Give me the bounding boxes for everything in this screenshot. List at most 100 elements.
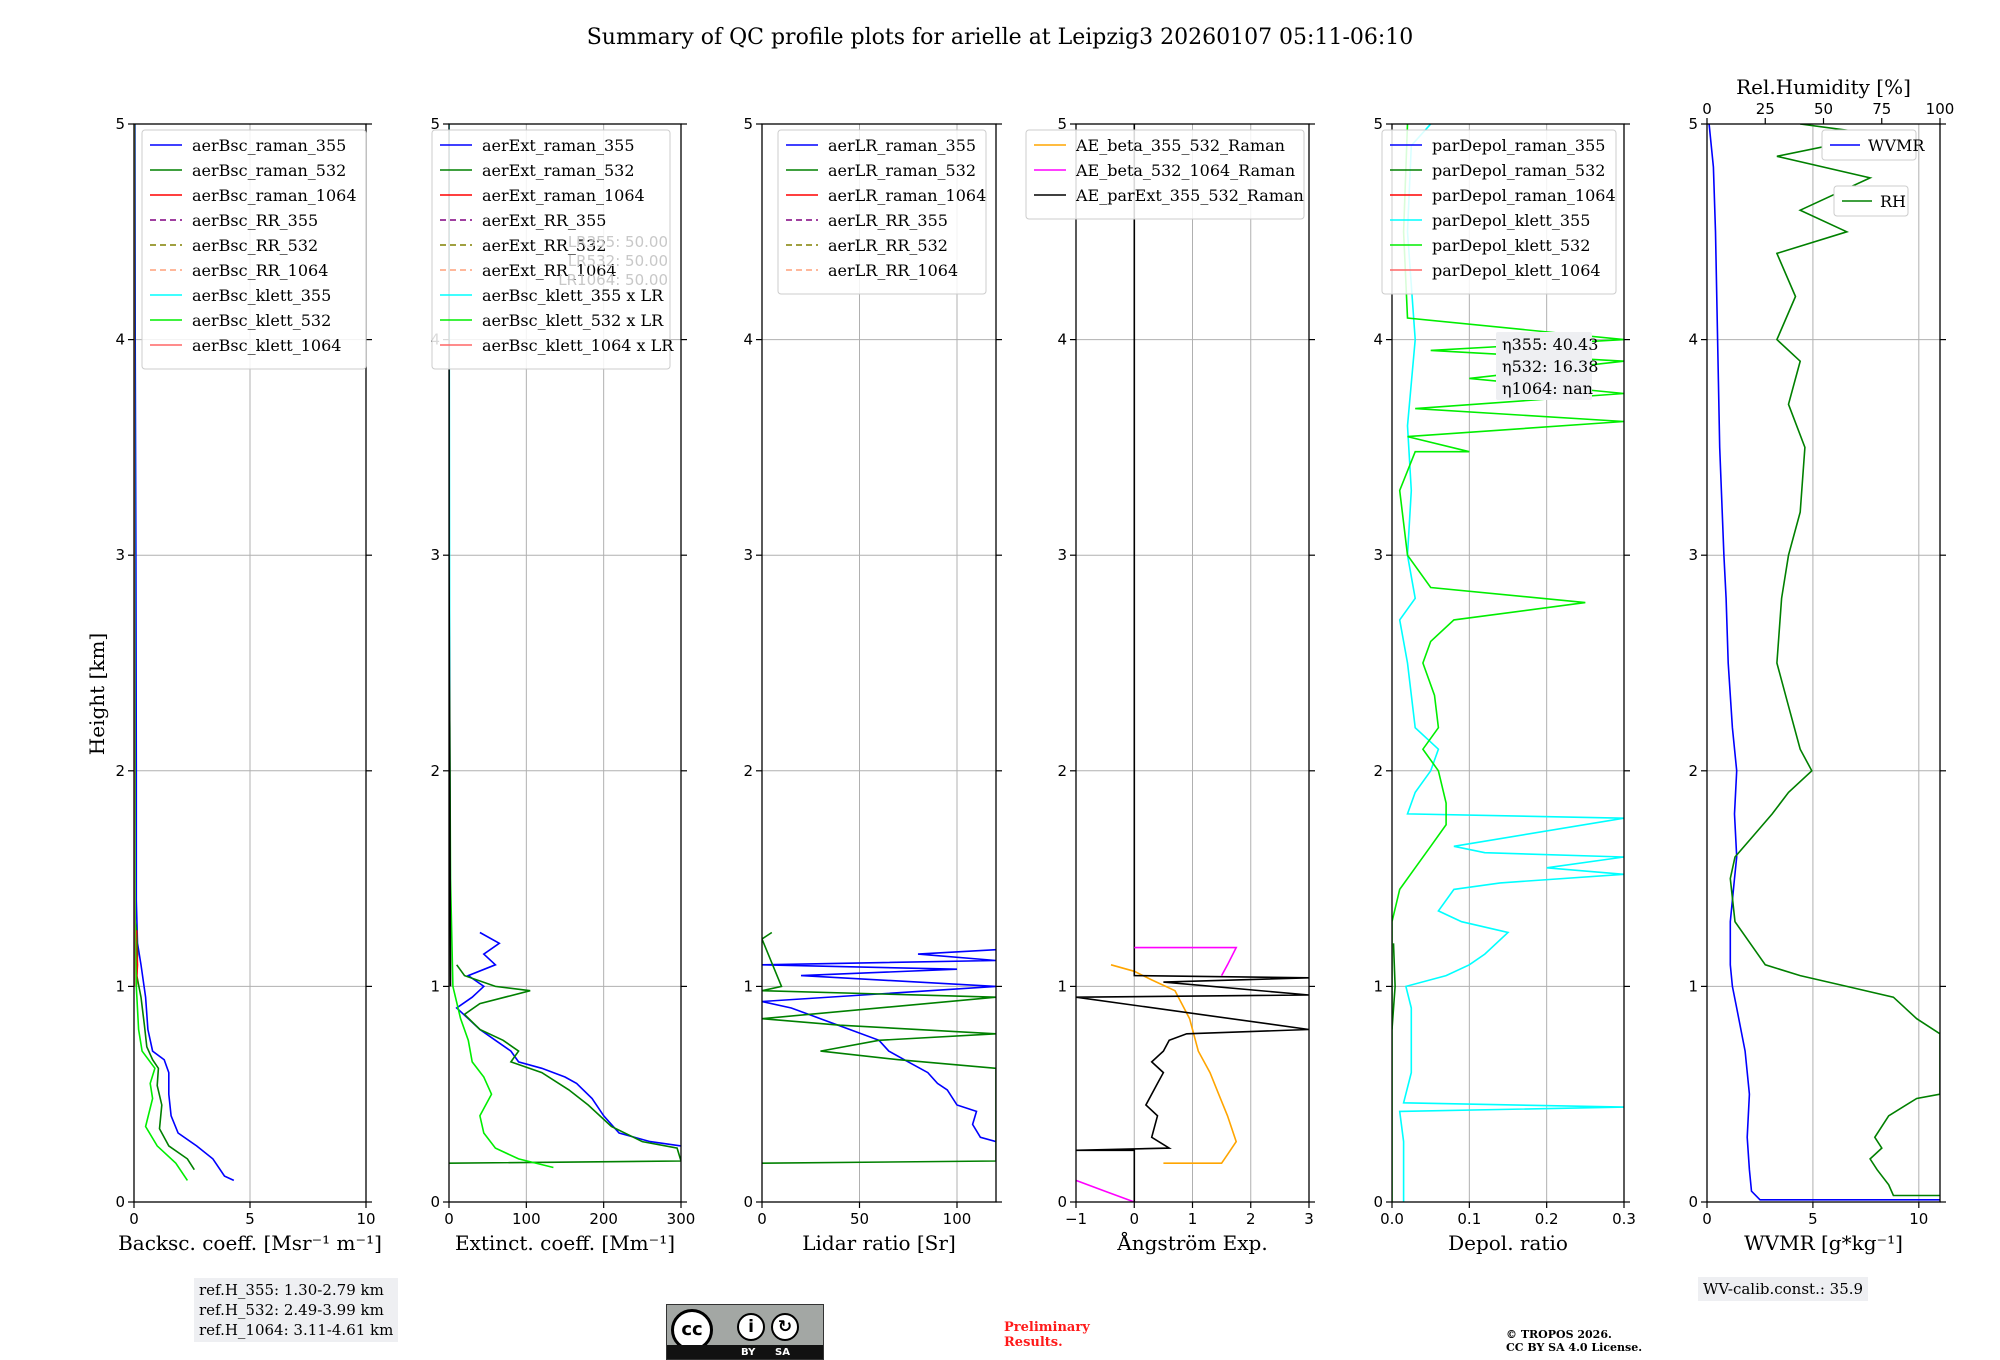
legend-box	[1821, 129, 1917, 161]
y-tick-label: 5	[115, 115, 125, 133]
x-tick-label: 0.3	[1612, 1210, 1636, 1228]
y-tick-label: 0	[430, 1193, 440, 1211]
series-line-rh	[1729, 124, 1940, 1197]
y-tick-label: 3	[743, 546, 753, 564]
figure-title: Summary of QC profile plots for arielle …	[587, 25, 1414, 50]
wv-calib-text: WV-calib.const.: 35.9	[1703, 1280, 1864, 1298]
legend-label: WVMR	[1868, 136, 1925, 155]
y-tick-label: 5	[1373, 115, 1383, 133]
y-tick-label: 4	[1373, 331, 1383, 349]
legend-label: aerBsc_klett_532	[192, 311, 331, 330]
x-tick-label: 0	[444, 1210, 454, 1228]
legend-label: aerBsc_klett_1064 x LR	[482, 336, 674, 355]
x-tick-label: 10	[356, 1210, 375, 1228]
x-axis-label: Depol. ratio	[1448, 1231, 1568, 1255]
y-tick-label: 3	[1057, 546, 1067, 564]
panel-depol: 0.0 0.1 0.2 0.3 0 1 2 3 4 5 Depol. ratio parDepol_r…	[1373, 115, 1635, 1255]
cc-sa-label: SA	[775, 1347, 790, 1358]
y-tick-label: 5	[1688, 115, 1698, 133]
y-tick-label: 2	[1373, 762, 1383, 780]
eta-note-line: η1064: nan	[1502, 379, 1593, 398]
legend-box	[777, 129, 987, 295]
x-tick-label: 300	[667, 1210, 696, 1228]
person-icon: i	[737, 1313, 765, 1341]
x2-tick-label: 75	[1872, 100, 1891, 118]
copyright-line-2: CC BY SA 4.0 License.	[1506, 1341, 1643, 1354]
y-tick-label: 1	[743, 977, 753, 995]
legend-label: parDepol_klett_532	[1432, 236, 1590, 255]
x-axis-label: Ångström Exp.	[1116, 1230, 1267, 1255]
y-tick-label: 2	[1688, 762, 1698, 780]
y-tick-label: 5	[1057, 115, 1067, 133]
legend-label: aerExt_raman_532	[482, 161, 635, 180]
legend-label: AE_parExt_355_532_Raman	[1075, 186, 1304, 205]
series-line-aerext-raman-532	[449, 964, 681, 1164]
x-tick-label: 1	[1188, 1210, 1198, 1228]
y-tick-label: 1	[430, 977, 440, 995]
x-tick-label: 0	[757, 1210, 767, 1228]
y-tick-label: 0	[743, 1193, 753, 1211]
y-tick-label: 4	[1688, 331, 1698, 349]
y-tick-label: 5	[743, 115, 753, 133]
x-tick-label: 100	[512, 1210, 541, 1228]
y-tick-label: 2	[743, 762, 753, 780]
x-tick-label: 5	[245, 1210, 255, 1228]
series-line-ae-parext-355-532-raman	[1076, 124, 1309, 1202]
series-line-aerbsc-klett-532-x-lr	[449, 662, 554, 1169]
axes-frame	[1391, 123, 1625, 1203]
y-tick-label: 0	[1057, 1193, 1067, 1211]
x-tick-label: 0.1	[1457, 1210, 1481, 1228]
legend-label: parDepol_raman_1064	[1432, 186, 1616, 205]
legend: aerExt_raman_355 aerExt_raman_532 aerExt_r…	[431, 129, 674, 370]
y-axis-label: Height [km]	[85, 633, 109, 755]
legend-box	[1025, 129, 1305, 220]
x-tick-label: 0.0	[1380, 1210, 1404, 1228]
legend-label: aerExt_RR_355	[482, 211, 606, 230]
legend-label: AE_beta_355_532_Raman	[1075, 136, 1285, 155]
series-line-aerlr-raman-532	[762, 931, 996, 1164]
copyright-note: © TROPOS 2026. CC BY SA 4.0 License.	[1506, 1328, 1642, 1354]
axes-frame	[761, 123, 997, 1203]
legend-label: aerBsc_RR_532	[192, 236, 318, 255]
y-tick-label: 2	[1057, 762, 1067, 780]
preliminary-note: Preliminary Results.	[1004, 1320, 1090, 1350]
series-line-aerext-raman-355	[455, 931, 681, 1147]
y-tick-label: 3	[115, 546, 125, 564]
series-line-pardepol-raman-532	[1392, 943, 1396, 1030]
legend: AE_beta_355_532_Raman AE_beta_532_1064_Ra…	[1025, 129, 1305, 220]
x-tick-label: 0	[129, 1210, 139, 1228]
lr-note: LR532: 50.00	[568, 252, 668, 270]
series-group	[1392, 124, 1624, 1202]
lr-note: LR355: 50.00	[568, 233, 668, 251]
legend-label: aerExt_RR_532	[482, 236, 606, 255]
legend-label: aerBsc_raman_532	[192, 161, 346, 180]
legend-label: aerBsc_klett_532 x LR	[482, 311, 664, 330]
x-tick-label: 0	[1702, 1210, 1712, 1228]
legend-label: aerBsc_RR_355	[192, 211, 318, 230]
y-tick-label: 3	[1688, 546, 1698, 564]
y-tick-label: 1	[1688, 977, 1698, 995]
legend-label: aerExt_raman_1064	[482, 186, 645, 205]
ref-heights-box: ref.H_355: 1.30-2.79 km ref.H_532: 2.49-…	[194, 1278, 399, 1342]
x-tick-label: 2	[1246, 1210, 1256, 1228]
x2-tick-label: 50	[1814, 100, 1833, 118]
ref-height-532: ref.H_532: 2.49-3.99 km	[199, 1301, 384, 1319]
series-line-wvmr	[1708, 124, 1940, 1201]
panel-extinction: 0100200300012345Extinct. coeff. [Mm⁻¹]ae…	[430, 115, 695, 1255]
legend-box	[1381, 129, 1617, 295]
y-tick-label: 0	[1688, 1193, 1698, 1211]
legend-label: aerLR_raman_1064	[828, 186, 986, 205]
legend-label: aerExt_RR_1064	[482, 261, 617, 280]
legend-label: aerBsc_klett_1064	[192, 336, 341, 355]
x-tick-label: 3	[1304, 1210, 1314, 1228]
series-group	[762, 931, 996, 1164]
legend-label: aerBsc_raman_1064	[192, 186, 357, 205]
preliminary-line-1: Preliminary	[1004, 1320, 1090, 1335]
series-line-aerbsc-raman-355	[134, 124, 235, 1182]
legend-box	[431, 129, 671, 370]
legend: aerLR_raman_355 aerLR_raman_532 aerLR_rama…	[777, 129, 987, 295]
legend-label: aerLR_RR_532	[828, 236, 948, 255]
y-tick-label: 4	[115, 331, 125, 349]
y-tick-label: 4	[1057, 331, 1067, 349]
